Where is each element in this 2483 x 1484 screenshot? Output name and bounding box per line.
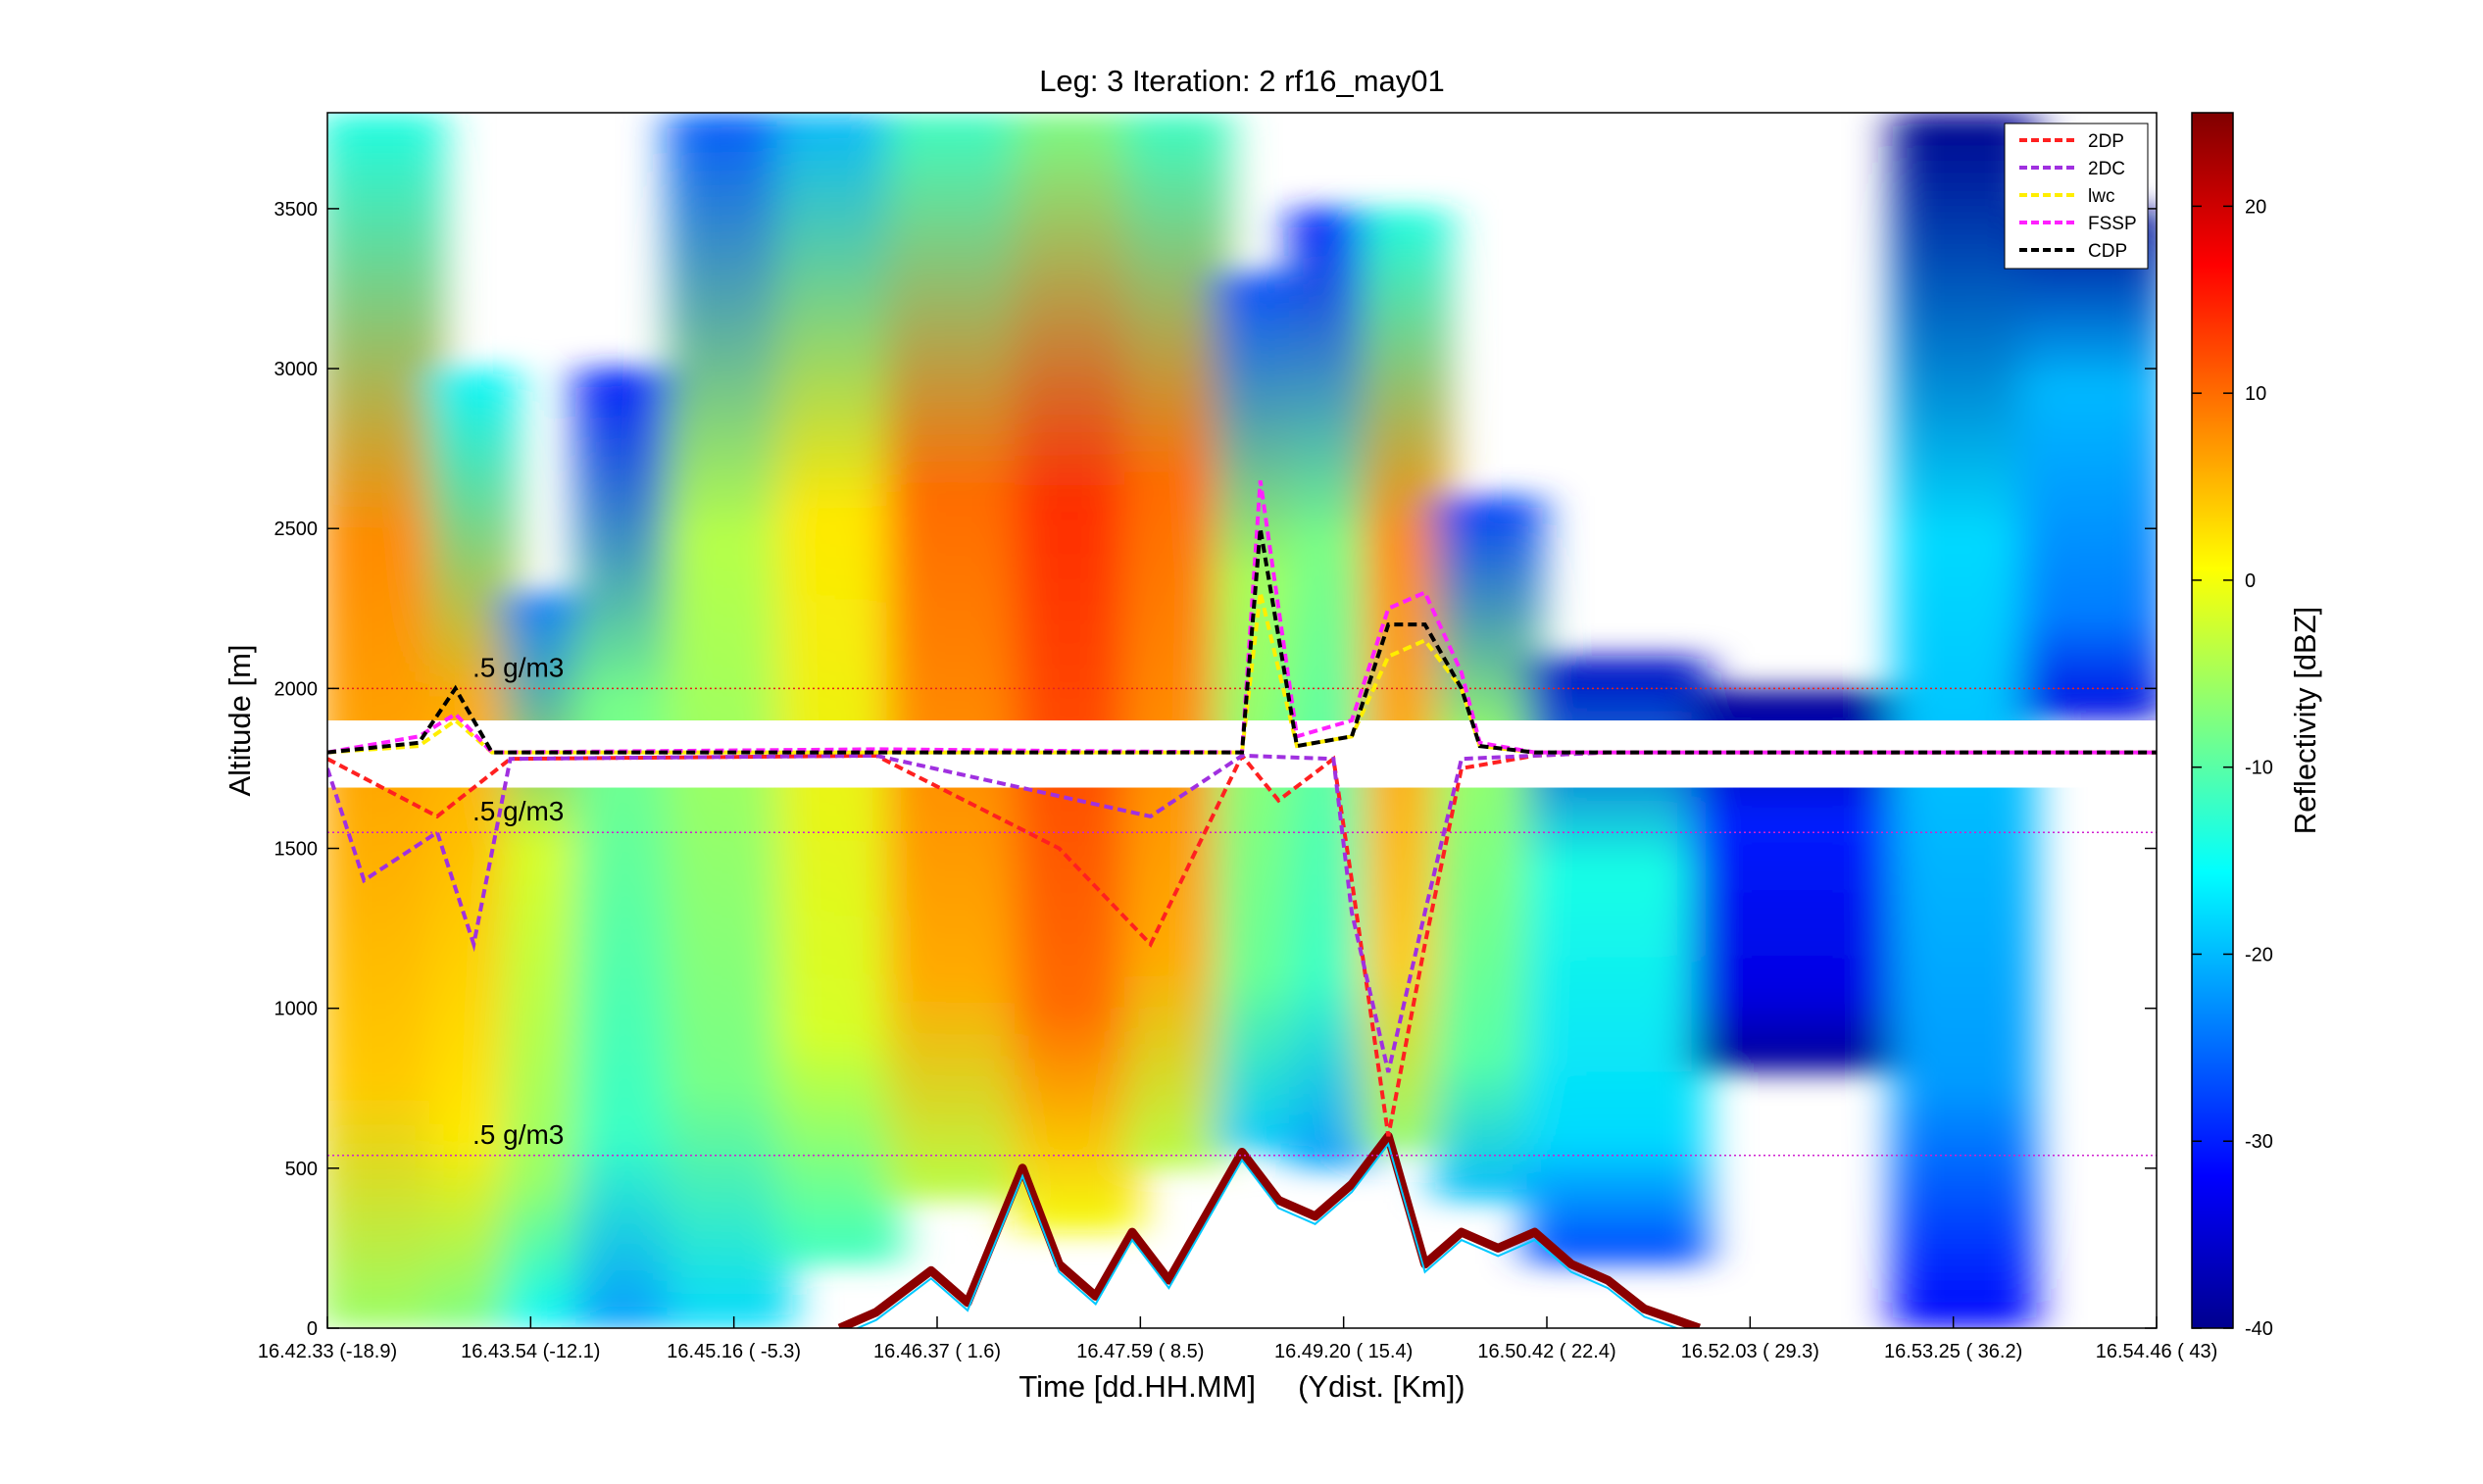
reflectivity-column — [1015, 113, 1141, 1233]
legend-label: lwc — [2088, 186, 2114, 207]
colorbar-label: Reflectivity [dBZ] — [2288, 607, 2322, 835]
colorbar-tick-label: 10 — [2245, 383, 2266, 405]
reflectivity-column — [575, 369, 683, 1328]
reflectivity-column — [2020, 208, 2157, 721]
x-tick-label: 16.45.16 ( -5.3) — [667, 1341, 801, 1362]
x-tick-label: 16.54.46 ( 43) — [2096, 1341, 2218, 1362]
legend-label: 2DC — [2088, 159, 2125, 179]
colorbar-tick-label: -40 — [2245, 1318, 2273, 1340]
annotation-label: .5 g/m3 — [472, 652, 564, 682]
series-line-2dc — [327, 750, 2157, 1073]
colorbar-tick-label: 20 — [2245, 196, 2266, 218]
colorbar-gradient — [2191, 112, 2234, 1329]
x-axis: 16.42.33 (-18.9) 16.43.54 (-12.1) 16.45.16… — [258, 1316, 2217, 1362]
x-tick-label: 16.53.25 ( 36.2) — [1884, 1341, 2022, 1362]
y-tick-label: 3000 — [274, 359, 319, 380]
colorbar-tick-label: -20 — [2245, 944, 2273, 965]
colorbar-tick-label: -10 — [2245, 758, 2273, 779]
annotation-label: .5 g/m3 — [472, 796, 564, 826]
y-axis-label: Altitude [m] — [223, 644, 257, 796]
series-line-cdp — [327, 527, 2157, 755]
y-tick-label: 1500 — [274, 839, 319, 861]
reflectivity-column — [886, 113, 1031, 1201]
x-tick-label: 16.50.42 ( 22.4) — [1477, 1341, 1615, 1362]
x-tick-label: 16.43.54 (-12.1) — [461, 1341, 600, 1362]
legend: 2DP 2DC lwc FSSP CDP — [2004, 123, 2149, 270]
y-tick-label: 1000 — [274, 999, 319, 1020]
surface-echo-line — [837, 1131, 1701, 1328]
series-line-2dp — [327, 750, 2157, 1137]
legend-label: FSSP — [2088, 214, 2137, 234]
x-axis-label: Time [dd.HH.MM] (Ydist. [Km]) — [1018, 1369, 1465, 1404]
legend-label: CDP — [2088, 241, 2127, 262]
y-tick-label: 0 — [307, 1318, 318, 1340]
plot-frame — [326, 112, 2158, 1329]
reflectivity-column — [776, 113, 903, 1264]
annotations: .5 g/m3 .5 g/m3 .5 g/m3 — [472, 652, 564, 1149]
colorbar-tick-label: -30 — [2245, 1131, 2273, 1153]
legend-box — [2004, 123, 2149, 270]
x-tick-label: 16.47.59 ( 8.5) — [1076, 1341, 1204, 1362]
y-tick-label: 2500 — [274, 519, 319, 540]
colorbar: -40 -30 -20 -10 0 10 20 Reflectivity [dBZ] — [2191, 112, 2322, 1340]
reflectivity-field — [327, 113, 2157, 1328]
annotation-label: .5 g/m3 — [472, 1119, 564, 1150]
legend-label: 2DP — [2088, 131, 2124, 152]
reflectivity-column — [1435, 496, 1543, 1201]
y-tick-label: 500 — [285, 1159, 318, 1180]
x-tick-label: 16.52.03 ( 29.3) — [1681, 1341, 1819, 1362]
x-tick-label: 16.46.37 ( 1.6) — [873, 1341, 1001, 1362]
colorbar-tick-label: 0 — [2245, 570, 2256, 592]
y-tick-label: 2000 — [274, 678, 319, 700]
chart-title: Leg: 3 Iteration: 2 rf16_may01 — [1039, 64, 1445, 98]
reflectivity-column — [2149, 208, 2157, 721]
y-tick-label: 3500 — [274, 199, 319, 221]
surface-echo-edge — [855, 1142, 1680, 1328]
reflectivity-column — [1124, 113, 1232, 1168]
x-tick-label: 16.42.33 (-18.9) — [258, 1341, 397, 1362]
x-tick-label: 16.49.20 ( 15.4) — [1274, 1341, 1413, 1362]
y-axis: 0 500 1000 1500 2000 2500 3000 3500 — [274, 199, 2157, 1340]
